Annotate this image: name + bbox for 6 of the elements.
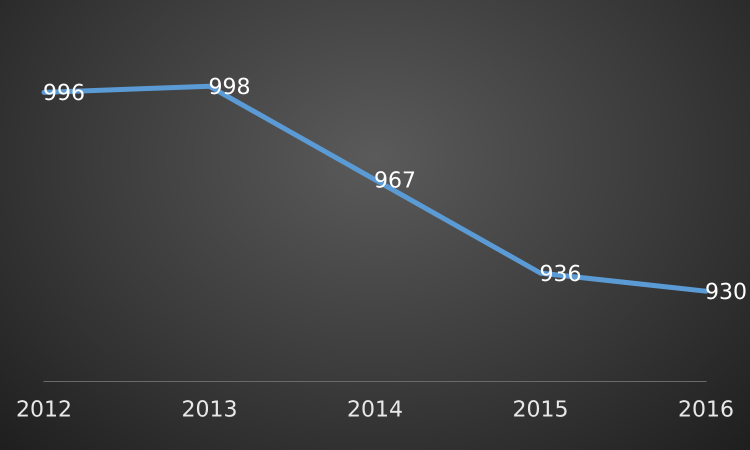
x-tick-label: 2015 xyxy=(512,398,569,423)
x-tick-label: 2013 xyxy=(181,398,238,423)
data-label: 930 xyxy=(705,280,748,305)
x-tick-label: 2012 xyxy=(16,398,72,423)
x-tick-label: 2014 xyxy=(347,398,403,423)
x-tick-label: 2016 xyxy=(678,398,734,423)
